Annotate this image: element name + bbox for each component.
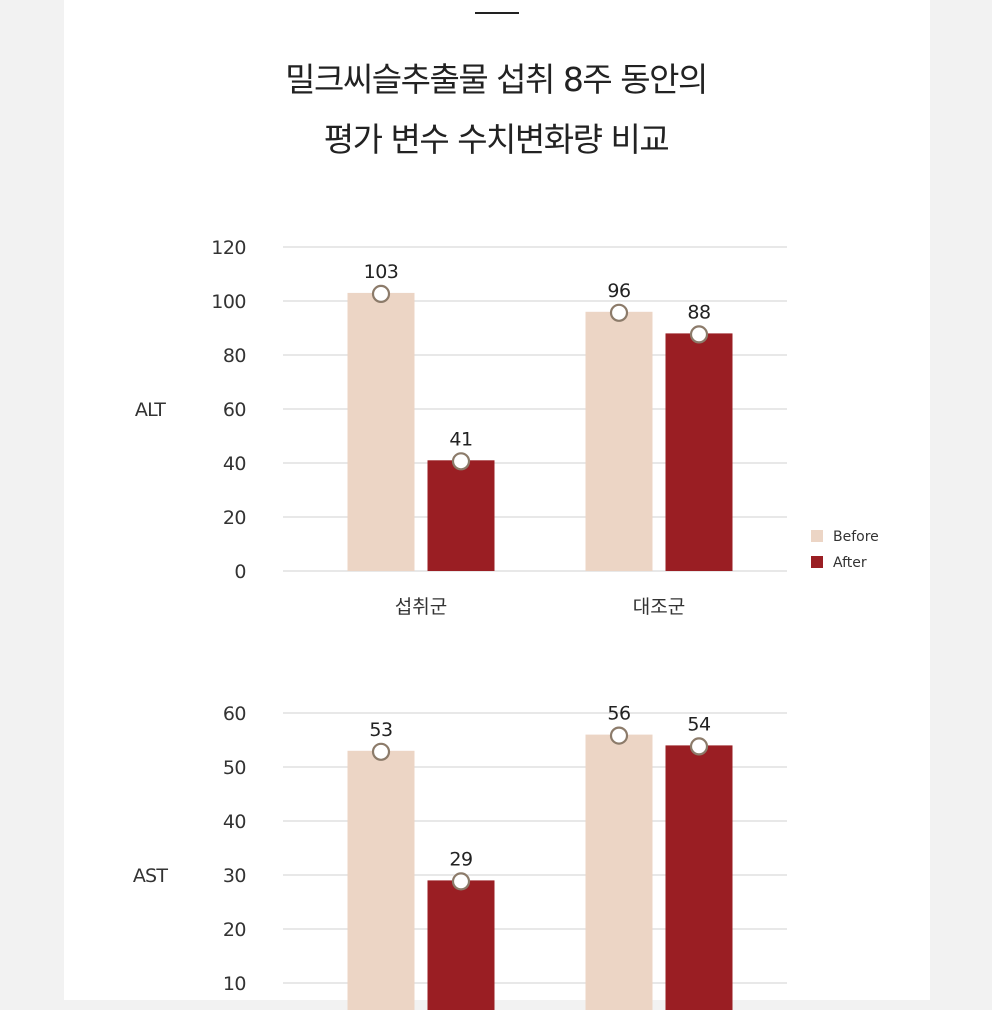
y-tick-label: 10 <box>223 973 246 995</box>
y-tick-label: 50 <box>223 757 246 779</box>
category-label: 대조군 <box>633 596 685 618</box>
y-tick-label: 120 <box>211 237 246 259</box>
data-marker <box>451 452 471 471</box>
y-axis-label: ALT <box>135 399 166 421</box>
bar-before <box>347 292 415 571</box>
page-title: 밀크씨슬추출물 섭취 8주 동안의 평가 변수 수치변화량 비교 <box>0 50 992 170</box>
y-tick-label: 20 <box>223 919 246 941</box>
content-card <box>64 0 930 1000</box>
ast-bar-chart: 10 20 30 40 50 60 AST 53 29 56 54 <box>133 703 787 1010</box>
y-tick-label: 40 <box>223 811 246 833</box>
data-marker <box>451 872 471 891</box>
data-marker <box>609 726 629 745</box>
y-axis-label: AST <box>133 865 168 887</box>
legend-swatch-after <box>811 556 823 568</box>
y-tick-label: 60 <box>223 399 246 421</box>
alt-bar-chart: 0 20 40 60 80 100 120 ALT 103 41 섭취군 96 88 대조군 Before A… <box>135 237 879 618</box>
title-line-2: 평가 변수 수치변화량 비교 <box>323 120 670 159</box>
legend-swatch-before <box>811 530 823 542</box>
data-label: 96 <box>607 280 630 302</box>
bar-after <box>427 460 495 571</box>
title-divider <box>475 12 519 14</box>
bar-after <box>427 880 495 1010</box>
y-tick-label: 100 <box>211 291 246 313</box>
data-marker <box>371 742 391 761</box>
category-label: 섭취군 <box>395 596 447 618</box>
data-label: 29 <box>449 848 472 870</box>
data-label: 41 <box>449 428 472 450</box>
data-marker <box>689 325 709 344</box>
legend-label-before: Before <box>833 529 879 545</box>
bar-before <box>585 734 653 1010</box>
y-tick-label: 20 <box>223 507 246 529</box>
y-tick-label: 60 <box>223 703 246 725</box>
y-tick-label: 40 <box>223 453 246 475</box>
y-tick-label: 0 <box>234 561 246 583</box>
title-line-1: 밀크씨슬추출물 섭취 8주 동안의 <box>285 60 708 99</box>
data-label: 54 <box>687 713 711 735</box>
y-tick-label: 80 <box>223 345 246 367</box>
bar-before <box>347 750 415 1010</box>
bar-after <box>665 333 733 571</box>
data-marker <box>609 303 629 322</box>
data-marker <box>371 284 391 304</box>
legend-label-after: After <box>833 555 867 571</box>
data-marker <box>689 737 709 756</box>
data-label: 103 <box>364 261 399 283</box>
data-label: 88 <box>687 301 710 323</box>
bar-after <box>665 745 733 1010</box>
y-tick-label: 30 <box>223 865 246 887</box>
bar-before <box>585 311 653 571</box>
data-label: 53 <box>369 719 392 741</box>
data-label: 56 <box>607 703 630 725</box>
